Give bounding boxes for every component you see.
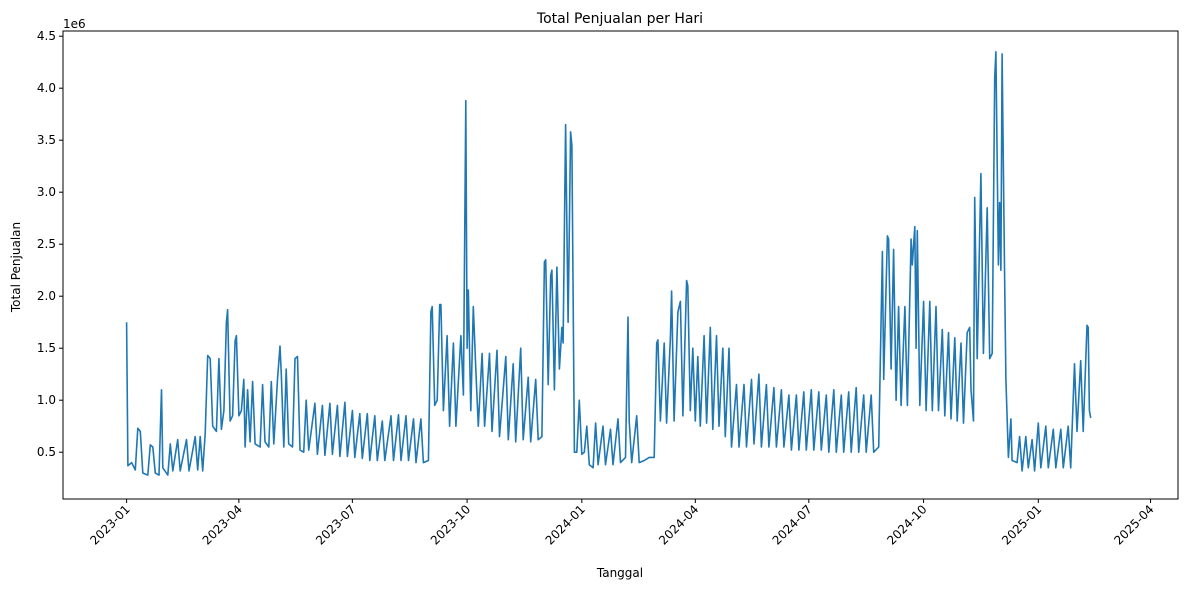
x-tick-label: 2025-01 bbox=[999, 502, 1044, 547]
y-tick-label: 1.5 bbox=[37, 341, 56, 355]
x-tick-label: 2024-01 bbox=[543, 502, 588, 547]
y-tick-label: 0.5 bbox=[37, 445, 56, 459]
y-tick-label: 2.5 bbox=[37, 237, 56, 251]
y-tick-label: 1.0 bbox=[37, 393, 56, 407]
y-tick-label: 3.5 bbox=[37, 133, 56, 147]
chart-title: Total Penjualan per Hari bbox=[536, 11, 703, 27]
series-line bbox=[125, 51, 1092, 476]
x-tick-label: 2023-07 bbox=[313, 502, 358, 547]
x-tick-label: 2024-10 bbox=[884, 502, 929, 547]
y-tick-label: 4.0 bbox=[37, 81, 56, 95]
x-tick-label: 2024-07 bbox=[770, 502, 815, 547]
x-tick-label: 2025-04 bbox=[1111, 502, 1156, 547]
x-axis-title: Tanggal bbox=[596, 566, 643, 580]
y-tick-label: 4.5 bbox=[37, 29, 56, 43]
x-tick-label: 2023-04 bbox=[200, 502, 245, 547]
plot-frame bbox=[62, 30, 1179, 500]
plot-area bbox=[125, 51, 1092, 476]
x-tick-label: 2023-10 bbox=[428, 502, 473, 547]
x-tick-label: 2023-01 bbox=[87, 502, 132, 547]
y-axis-title: Total Penjualan bbox=[9, 222, 23, 313]
x-tick-label: 2024-04 bbox=[656, 502, 701, 547]
y-offset-label: 1e6 bbox=[63, 17, 86, 31]
x-axis: 2023-01 2023-04 2023-07 2023-10 2024-01 2024-… bbox=[87, 499, 1157, 548]
y-axis: 0.5 1.0 1.5 2.0 2.5 3.0 3.5 4.0 4.5 bbox=[37, 29, 63, 459]
y-tick-label: 2.0 bbox=[37, 289, 56, 303]
y-tick-label: 3.0 bbox=[37, 185, 56, 199]
